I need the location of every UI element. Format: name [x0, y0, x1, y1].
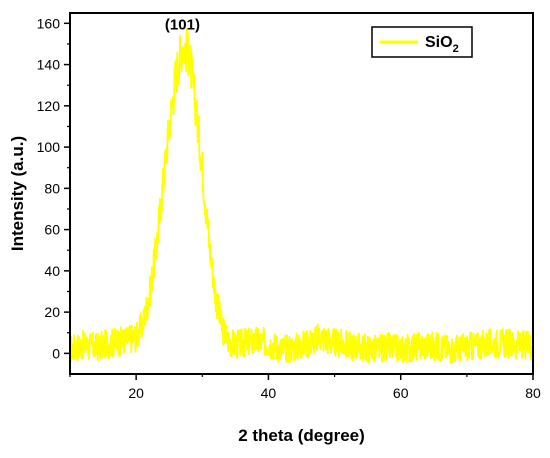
x-tick-label: 40 [261, 385, 277, 401]
series-layer [69, 28, 534, 365]
y-tick-label: 100 [37, 139, 61, 155]
y-tick-label: 0 [52, 345, 60, 361]
legend-label-subscript: 2 [453, 43, 459, 55]
x-tick-label: 80 [525, 385, 541, 401]
x-tick-label: 60 [393, 385, 409, 401]
peak-annotation: (101) [165, 17, 200, 34]
y-tick-label: 60 [44, 222, 60, 238]
annotation-layer: (101) [165, 17, 200, 34]
x-tick-label: 20 [128, 385, 144, 401]
y-tick-label: 40 [44, 263, 60, 279]
y-tick-label: 140 [37, 57, 61, 73]
plot-frame [69, 12, 534, 375]
legend-label-sio2: SiO2 [425, 34, 459, 55]
x-axis-title: 2 theta (degree) [238, 426, 365, 445]
y-tick-label: 160 [37, 15, 61, 31]
y-axis-title: Intensity (a.u.) [8, 136, 27, 251]
y-tick-label: 80 [44, 180, 60, 196]
series-line-sio2 [69, 28, 534, 365]
legend: SiO2 [371, 26, 473, 58]
ticks-layer: 20 40 60 80 0 20 40 60 80 100 120 140 160 [37, 15, 541, 401]
y-tick-label: 120 [37, 98, 61, 114]
legend-label-main: SiO [425, 34, 453, 51]
y-tick-label: 20 [44, 304, 60, 320]
